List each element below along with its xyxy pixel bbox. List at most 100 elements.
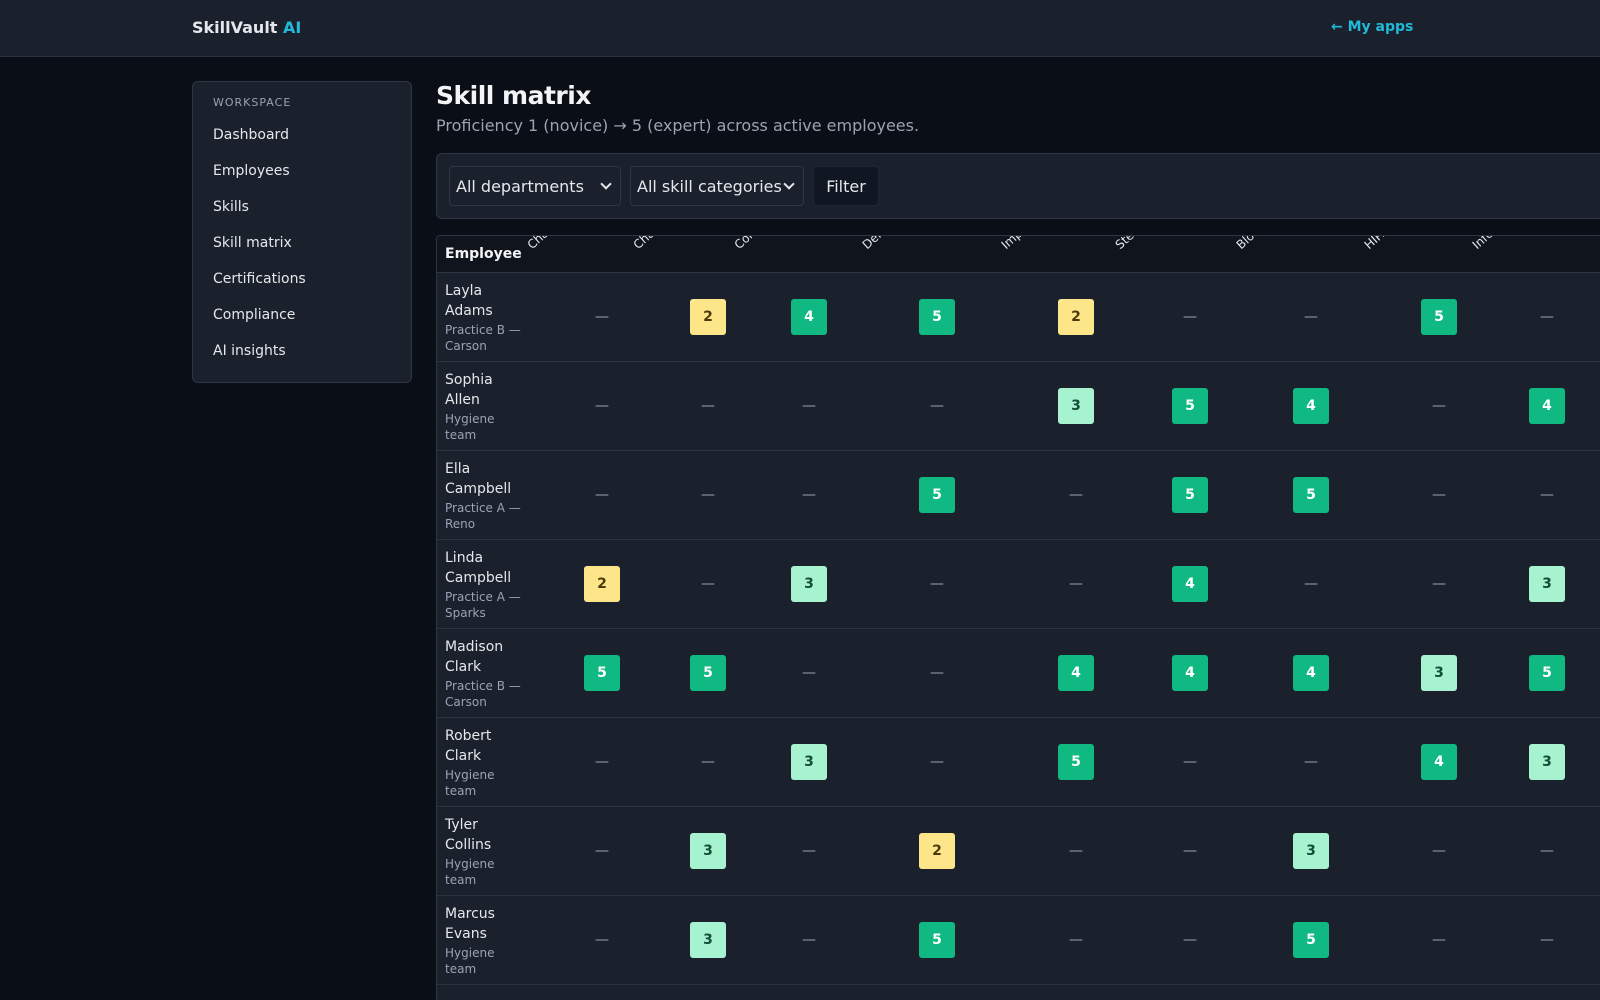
employee-department: Hygiene team [445,412,495,442]
proficiency-badge[interactable]: 3 [690,833,726,869]
proficiency-badge[interactable]: 3 [1058,388,1094,424]
proficiency-badge[interactable]: 2 [1058,299,1094,335]
empty-cell: — [595,487,609,503]
category-select[interactable]: All skill categories [630,166,804,206]
chevron-down-icon [783,178,795,190]
proficiency-badge[interactable]: 3 [1421,655,1457,691]
proficiency-badge[interactable]: 5 [1293,477,1329,513]
skill-column-header[interactable]: Chairsid [525,236,588,252]
empty-cell: — [1432,398,1446,414]
empty-cell: — [595,754,609,770]
proficiency-badge[interactable]: 3 [1293,833,1329,869]
page-title: Skill matrix [436,81,591,110]
proficiency-badge[interactable]: 5 [919,922,955,958]
department-select[interactable]: All departments [449,166,621,206]
skill-column-header[interactable]: Impress [999,236,1062,252]
employee-column-header: Employee [445,246,522,262]
proficiency-badge[interactable]: 5 [1421,299,1457,335]
my-apps-link[interactable]: ← My apps [1331,19,1414,35]
empty-cell: — [930,576,944,592]
employee-department: Practice A — Sparks [445,590,521,620]
empty-cell: — [595,309,609,325]
proficiency-badge[interactable]: 5 [919,477,955,513]
empty-cell: — [802,398,816,414]
sidebar-heading: WORKSPACE [213,96,292,109]
empty-cell: — [1069,843,1083,859]
matrix-row: Tyler Collins Hygiene team — 3 — 2 — — 3 — — [437,807,1600,896]
sidebar-item-skills[interactable]: Skills [213,199,249,215]
brand-logo[interactable]: SkillVault AI [192,18,301,37]
matrix-row: Sophia Allen Hygiene team — — — — 3 5 4 — 4 [437,362,1600,451]
skill-column-header[interactable]: Bloodbo [1234,236,1297,252]
skill-column-header[interactable]: Charting [631,236,694,252]
matrix-row: Madison Clark Practice B — Carson 5 5 — — 4 4 4 3… [437,629,1600,718]
empty-cell: — [595,398,609,414]
sidebar-item-compliance[interactable]: Compliance [213,307,296,323]
proficiency-badge[interactable]: 5 [1172,477,1208,513]
employee-name[interactable]: Marcus Evans [445,906,495,942]
proficiency-badge[interactable]: 4 [1172,655,1208,691]
skill-column-header[interactable]: Steriliza [1113,236,1176,252]
sidebar-item-skill-matrix[interactable]: Skill matrix [213,235,292,251]
matrix-row: Robert Clark Hygiene team — — 3 — 5 — — 4 3 [437,718,1600,807]
proficiency-badge[interactable]: 5 [1172,388,1208,424]
skill-column-header[interactable]: Dental R [860,236,923,252]
empty-cell: — [1304,309,1318,325]
empty-cell: — [1540,843,1554,859]
proficiency-badge[interactable]: 4 [1529,388,1565,424]
empty-cell: — [1540,487,1554,503]
skill-column-header[interactable]: Coronal [732,236,795,252]
matrix-row: Layla Adams Practice B — Carson — 2 4 5 2 — — 5 — [437,273,1600,362]
skill-matrix-table: Employee Chairsid Charting Coronal Dental R… [436,235,1600,1000]
proficiency-badge[interactable]: 2 [919,833,955,869]
empty-cell: — [1432,932,1446,948]
proficiency-badge[interactable]: 4 [1421,744,1457,780]
proficiency-badge[interactable]: 3 [791,744,827,780]
sidebar-item-employees[interactable]: Employees [213,163,290,179]
proficiency-badge[interactable]: 2 [584,566,620,602]
employee-name[interactable]: Ella Campbell [445,461,512,497]
proficiency-badge[interactable]: 5 [690,655,726,691]
employee-name[interactable]: Robert Clark [445,728,492,764]
top-bar: SkillVault AI ← My apps [0,0,1600,57]
proficiency-badge[interactable]: 3 [791,566,827,602]
employee-name[interactable]: Madison Clark [445,639,504,675]
employee-department: Hygiene team [445,946,495,976]
proficiency-badge[interactable]: 2 [690,299,726,335]
empty-cell: — [701,398,715,414]
employee-department: Hygiene team [445,857,495,887]
proficiency-badge[interactable]: 3 [690,922,726,958]
category-select-value: All skill categories [637,176,782,196]
sidebar-item-dashboard[interactable]: Dashboard [213,127,289,143]
skill-column-header[interactable]: Infection [1470,236,1533,252]
employee-name[interactable]: Sophia Allen [445,372,493,408]
proficiency-badge[interactable]: 3 [1529,566,1565,602]
sidebar-item-certifications[interactable]: Certifications [213,271,306,287]
proficiency-badge[interactable]: 4 [1058,655,1094,691]
matrix-row: Marcus Evans Hygiene team — 3 — 5 — — 5 — — [437,896,1600,985]
empty-cell: — [701,576,715,592]
proficiency-badge[interactable]: 4 [1293,388,1329,424]
empty-cell: — [1069,932,1083,948]
filter-button[interactable]: Filter [813,166,879,206]
proficiency-badge[interactable]: 5 [1293,922,1329,958]
proficiency-badge[interactable]: 5 [584,655,620,691]
proficiency-badge[interactable]: 3 [1529,744,1565,780]
employee-name[interactable]: Layla Adams [445,283,493,319]
proficiency-badge[interactable]: 4 [1172,566,1208,602]
matrix-row: Ella Campbell Practice A — Reno — — — 5 — 5 5 — — [437,451,1600,540]
empty-cell: — [595,932,609,948]
proficiency-badge[interactable]: 4 [1293,655,1329,691]
empty-cell: — [1432,487,1446,503]
empty-cell: — [701,487,715,503]
employee-name[interactable]: Linda Campbell [445,550,512,586]
proficiency-badge[interactable]: 5 [919,299,955,335]
proficiency-badge[interactable]: 4 [791,299,827,335]
proficiency-badge[interactable]: 5 [1058,744,1094,780]
empty-cell: — [1432,576,1446,592]
empty-cell: — [930,665,944,681]
skill-column-header[interactable]: HIPAA P [1362,236,1425,252]
proficiency-badge[interactable]: 5 [1529,655,1565,691]
sidebar-item-ai-insights[interactable]: AI insights [213,343,286,359]
employee-name[interactable]: Tyler Collins [445,817,492,853]
